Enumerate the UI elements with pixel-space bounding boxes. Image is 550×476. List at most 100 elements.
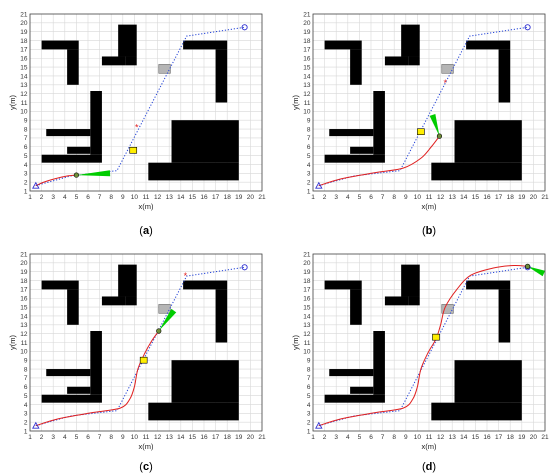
- y-tick-label: 2: [307, 419, 311, 426]
- target-marker: *: [443, 78, 447, 88]
- x-tick-label: 19: [518, 434, 526, 441]
- planned-path-series: [318, 26, 528, 187]
- y-tick-label: 4: [307, 402, 311, 409]
- x-tick-label: 12: [154, 194, 162, 201]
- y-tick-label: 13: [20, 82, 28, 89]
- y-tick-label: 17: [20, 287, 28, 294]
- y-axis-label: y(m): [291, 95, 300, 110]
- x-tick-label: 4: [346, 434, 350, 441]
- x-tick-label: 11: [426, 194, 433, 201]
- x-tick-label: 9: [404, 434, 408, 441]
- wall-obstacle: [171, 120, 239, 163]
- caption-paren-close: ): [432, 225, 436, 237]
- y-tick-label: 5: [307, 153, 311, 160]
- caption-paren-open: (: [139, 225, 143, 237]
- x-tick-label: 10: [414, 194, 422, 201]
- wall-obstacle: [454, 360, 522, 403]
- panel-caption: (b): [422, 225, 436, 237]
- trajectory-series: [318, 264, 528, 427]
- wall-obstacle: [431, 162, 522, 181]
- y-tick-label: 15: [20, 64, 28, 71]
- wall-obstacle: [215, 289, 228, 343]
- y-tick-label: 2: [24, 179, 28, 186]
- x-tick-label: 12: [437, 194, 445, 201]
- x-axis-label: x(m): [422, 442, 437, 451]
- y-tick-label: 13: [303, 82, 311, 89]
- y-tick-label: 6: [24, 144, 28, 151]
- robot-marker: [73, 172, 79, 178]
- wall-obstacle: [401, 24, 420, 57]
- y-tick-label: 15: [20, 304, 28, 311]
- goal-marker: [524, 24, 531, 31]
- y-tick-label: 11: [304, 100, 311, 107]
- wall-obstacle: [148, 402, 239, 421]
- x-tick-label: 19: [235, 194, 243, 201]
- y-tick-label: 4: [24, 402, 28, 409]
- x-tick-label: 20: [247, 194, 255, 201]
- y-tick-label: 9: [24, 358, 28, 365]
- x-tick-label: 21: [258, 434, 266, 441]
- wall-obstacle: [41, 40, 79, 50]
- caption-letter: a: [143, 225, 150, 237]
- chart-panel-b: *1 2 3 4 5 6 7 8 9 10 11 12 13 14 15 16 17 18 19 20 21123456…: [291, 11, 549, 237]
- x-tick-label: 19: [518, 194, 526, 201]
- y-tick-label: 2: [307, 179, 311, 186]
- wall-obstacle: [324, 40, 362, 50]
- y-tick-label: 3: [24, 411, 28, 418]
- moving-obstacle: [432, 333, 440, 341]
- x-tick-label: 13: [449, 194, 457, 201]
- x-tick-label: 3: [51, 194, 55, 201]
- wall-obstacle: [41, 280, 79, 290]
- y-tick-label: 8: [24, 366, 28, 373]
- y-tick-label: 19: [20, 269, 28, 276]
- y-tick-label: 21: [303, 251, 311, 258]
- trajectory-series: [35, 174, 77, 187]
- y-tick-label: 21: [303, 11, 311, 18]
- x-tick-label: 13: [166, 434, 174, 441]
- x-tick-label: 14: [460, 194, 468, 201]
- x-tick-label: 10: [414, 434, 422, 441]
- x-tick-label: 17: [212, 194, 220, 201]
- y-tick-label: 13: [20, 322, 28, 329]
- y-tick-label: 12: [20, 91, 28, 98]
- start-marker: [32, 181, 40, 189]
- static-obstacle: [441, 304, 454, 314]
- y-tick-label: 16: [303, 296, 311, 303]
- y-tick-label: 2: [24, 419, 28, 426]
- caption-paren-open: (: [422, 225, 426, 237]
- start-marker: [315, 181, 323, 189]
- y-tick-label: 21: [20, 251, 28, 258]
- heading-fan: [158, 308, 177, 331]
- y-tick-label: 20: [20, 20, 28, 27]
- y-tick-label: 10: [303, 109, 311, 116]
- y-tick-label: 8: [307, 126, 311, 133]
- wall-obstacle: [118, 264, 137, 297]
- y-tick-label: 18: [20, 278, 28, 285]
- heading-fan: [429, 113, 440, 137]
- y-tick-label: 9: [24, 118, 28, 125]
- wall-obstacle: [350, 289, 362, 325]
- x-tick-label: 15: [189, 434, 197, 441]
- x-tick-label: 5: [75, 194, 79, 201]
- y-tick-label: 20: [303, 20, 311, 27]
- static-obstacle: [158, 304, 171, 314]
- y-tick-label: 16: [303, 56, 311, 63]
- y-tick-label: 17: [303, 47, 311, 54]
- x-tick-label: 5: [358, 194, 362, 201]
- x-tick-label: 15: [472, 194, 480, 201]
- wall-obstacle: [324, 154, 385, 163]
- robot-marker: [436, 133, 443, 139]
- y-tick-label: 4: [24, 162, 28, 169]
- chart-panel-c: *1 2 3 4 5 6 7 8 9 10 11 12 13 14 15 16 17 18 19 20 21123456…: [8, 251, 266, 473]
- x-tick-label: 8: [392, 434, 396, 441]
- y-axis-label: y(m): [291, 335, 300, 350]
- x-tick-label: 2: [323, 434, 327, 441]
- x-tick-label: 3: [51, 434, 55, 441]
- x-tick-label: 17: [212, 434, 220, 441]
- y-axis-label: y(m): [8, 95, 17, 110]
- trajectory-series: [318, 135, 440, 187]
- wall-obstacle: [183, 280, 228, 290]
- x-tick-label: 8: [109, 194, 113, 201]
- wall-obstacle: [171, 360, 239, 403]
